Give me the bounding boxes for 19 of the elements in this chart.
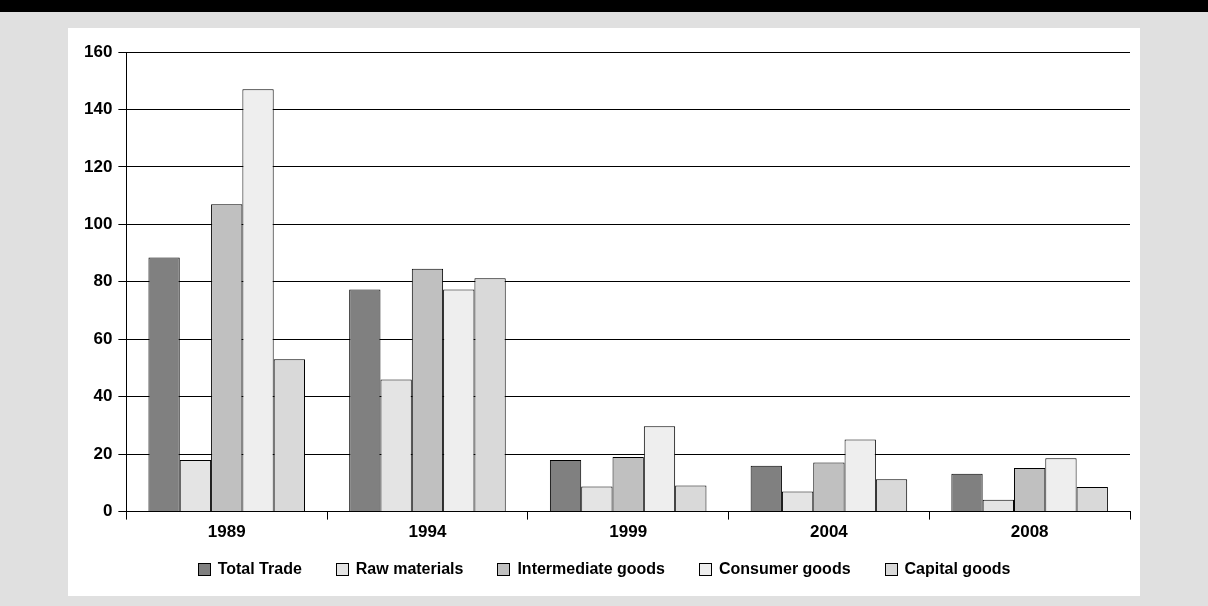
y-tick-label: 0	[102, 501, 113, 521]
x-tick-label: 2004	[810, 522, 849, 542]
x-tick-label: 2008	[1010, 522, 1049, 542]
y-tick-label: 60	[93, 328, 113, 348]
x-tick-label: 1989	[207, 522, 246, 542]
x-tick-label: 1994	[408, 522, 447, 542]
y-tick-label: 80	[93, 271, 113, 291]
legend-label: Raw materials	[355, 560, 464, 578]
y-tick-label: 40	[93, 386, 113, 406]
legend-label: Total Trade	[217, 560, 302, 578]
legend-label: Intermediate goods	[517, 560, 665, 578]
y-tick-label: 140	[83, 99, 113, 119]
x-tick-label: 1999	[609, 522, 648, 542]
y-tick-label: 160	[83, 41, 113, 61]
y-tick-label: 120	[83, 156, 113, 176]
y-tick-label: 100	[83, 214, 113, 234]
y-tick-label: 20	[93, 443, 113, 463]
legend-label: Consumer goods	[719, 560, 851, 578]
legend-label: Capital goods	[904, 560, 1011, 578]
